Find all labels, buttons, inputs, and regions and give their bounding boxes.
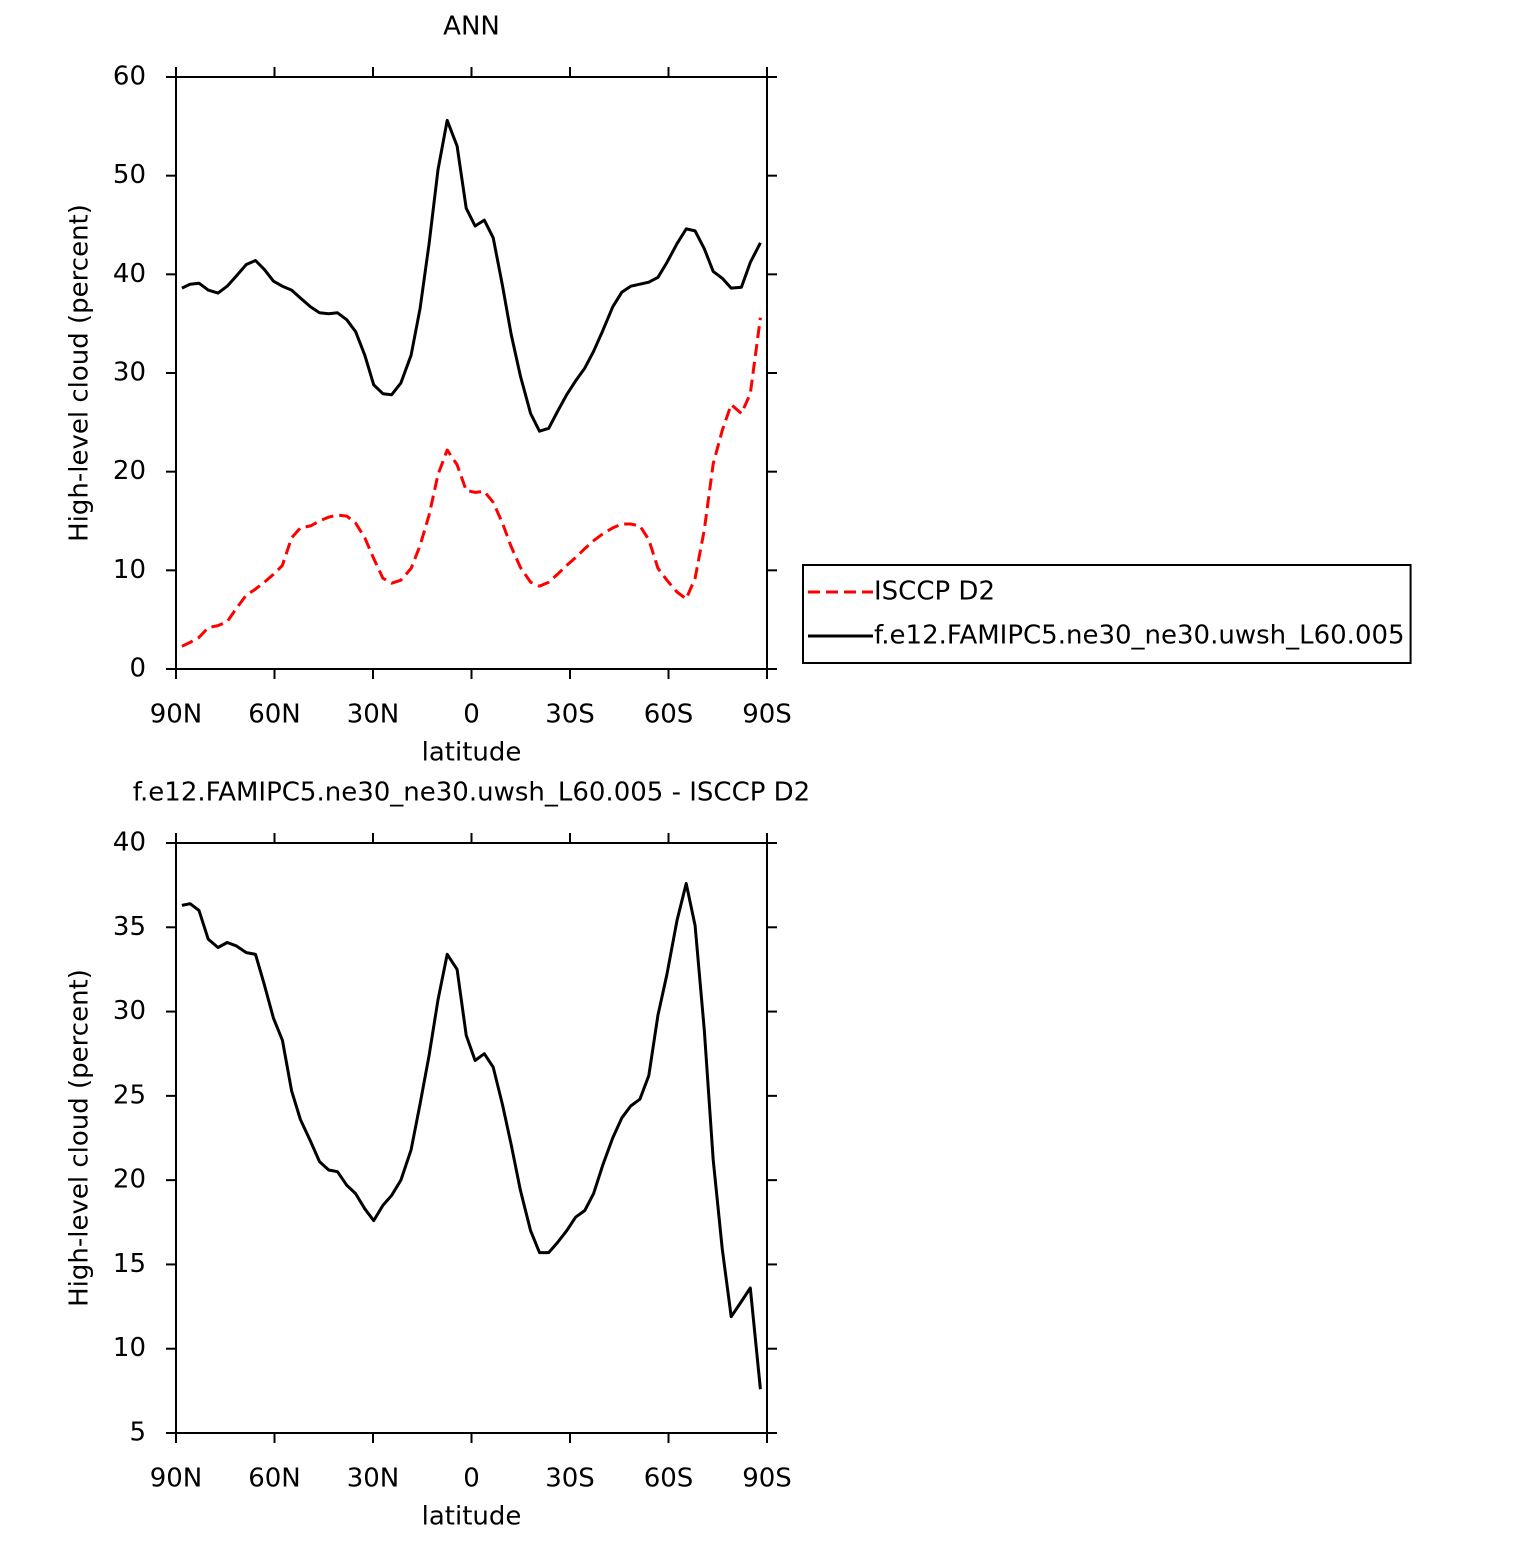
y-tick-label: 15: [113, 1249, 146, 1279]
x-tick-label: 30N: [347, 1464, 400, 1494]
series-line: [181, 118, 762, 433]
chart-title: ANN: [443, 12, 500, 42]
legend-label: f.e12.FAMIPC5.ne30_ne30.uwsh_L60.005: [874, 621, 1405, 651]
x-tick-label: 30N: [347, 700, 400, 730]
plot-frame: [175, 842, 768, 1434]
y-tick-label: 30: [113, 996, 146, 1026]
y-axis-label: High-level cloud (percent): [65, 969, 95, 1307]
x-tick-label: 30S: [545, 700, 595, 730]
series-line: [181, 882, 762, 1390]
chart-title: f.e12.FAMIPC5.ne30_ne30.uwsh_L60.005 - I…: [133, 778, 810, 808]
y-tick-label: 5: [129, 1418, 146, 1448]
y-tick-label: 50: [113, 160, 146, 190]
y-tick-label: 60: [113, 62, 146, 92]
y-tick-label: 10: [113, 555, 146, 585]
y-tick-label: 25: [113, 1080, 146, 1110]
x-tick-label: 0: [463, 1464, 480, 1494]
x-tick-label: 60S: [644, 1464, 694, 1494]
legend-box: [802, 564, 1412, 664]
legend-label: ISCCP D2: [874, 577, 995, 607]
x-tick-label: 90N: [150, 1464, 203, 1494]
y-tick-label: 0: [129, 654, 146, 684]
y-tick-label: 40: [113, 828, 146, 858]
y-tick-label: 20: [113, 456, 146, 486]
x-tick-label: 0: [463, 700, 480, 730]
y-tick-label: 40: [113, 259, 146, 289]
x-tick-label: 90N: [150, 700, 203, 730]
series-line: [181, 317, 762, 648]
x-axis-label: latitude: [422, 1502, 522, 1532]
y-tick-label: 20: [113, 1165, 146, 1195]
x-tick-label: 60N: [248, 700, 301, 730]
x-tick-label: 60S: [644, 700, 694, 730]
y-axis-label: High-level cloud (percent): [65, 204, 95, 542]
y-tick-label: 30: [113, 358, 146, 388]
x-tick-label: 60N: [248, 1464, 301, 1494]
x-axis-label: latitude: [422, 738, 522, 768]
y-tick-label: 10: [113, 1333, 146, 1363]
x-tick-label: 90S: [742, 1464, 792, 1494]
y-tick-label: 35: [113, 912, 146, 942]
x-tick-label: 90S: [742, 700, 792, 730]
x-tick-label: 30S: [545, 1464, 595, 1494]
